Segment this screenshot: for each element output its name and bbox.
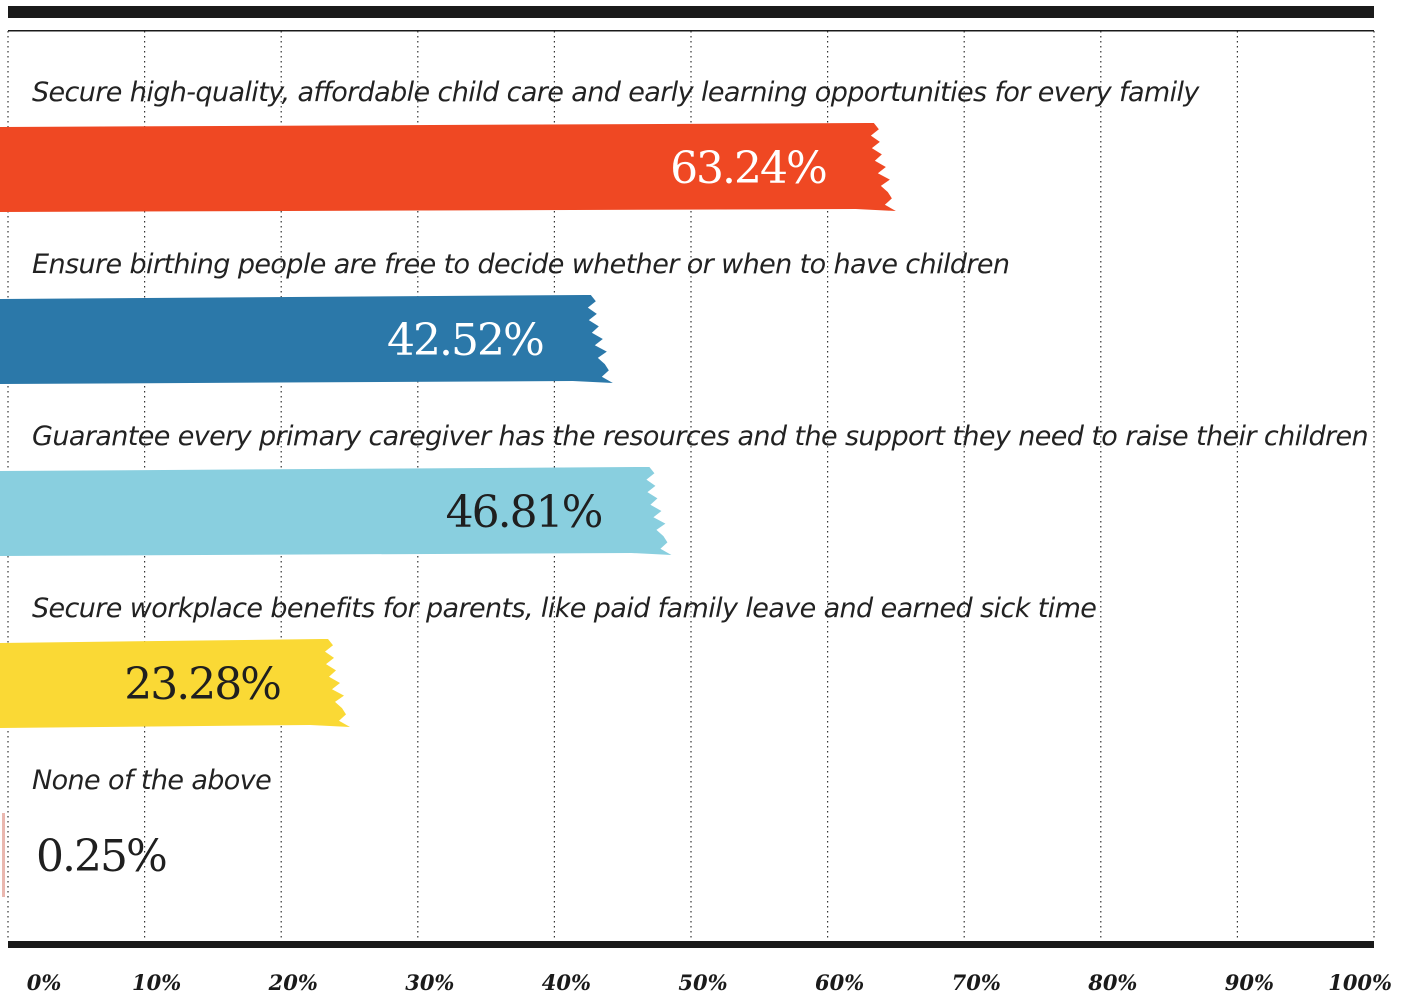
category-label: Ensure birthing people are free to decid…: [32, 249, 1009, 280]
value-label: 0.25%: [36, 831, 166, 882]
x-tick-label: 70%: [952, 970, 1001, 992]
x-tick-label: 40%: [542, 970, 591, 992]
bars: Secure high-quality, affordable child ca…: [0, 77, 1369, 897]
value-label: 46.81%: [446, 487, 602, 538]
bar: [0, 639, 351, 728]
category-label: Secure high-quality, affordable child ca…: [32, 77, 1200, 108]
x-tick-label: 20%: [268, 970, 318, 992]
x-tick-label: 10%: [132, 970, 181, 992]
top-rule: [8, 30, 1374, 32]
category-label: Guarantee every primary caregiver has th…: [32, 421, 1368, 452]
x-tick-label: 80%: [1087, 970, 1137, 992]
category-label: None of the above: [32, 765, 271, 796]
value-label: 63.24%: [670, 143, 826, 194]
bar: [0, 467, 672, 556]
x-tick-label: 0%: [27, 970, 62, 992]
x-tick-label: 30%: [405, 970, 454, 992]
x-axis-line: [8, 941, 1374, 948]
x-tick-label: 100%: [1328, 970, 1392, 992]
bar: [0, 295, 613, 384]
value-label: 42.52%: [387, 315, 543, 366]
bar: [0, 123, 896, 212]
x-axis-ticks: 0% 10% 20% 30% 40% 50% 60% 70% 80% 90% 100%: [27, 970, 1392, 992]
x-tick-label: 60%: [815, 970, 864, 992]
value-label: 23.28%: [124, 659, 280, 710]
bar: [2, 813, 5, 897]
category-label: Secure workplace benefits for parents, l…: [32, 593, 1096, 624]
top-border: [8, 6, 1374, 18]
x-tick-label: 50%: [678, 970, 727, 992]
x-tick-label: 90%: [1225, 970, 1274, 992]
